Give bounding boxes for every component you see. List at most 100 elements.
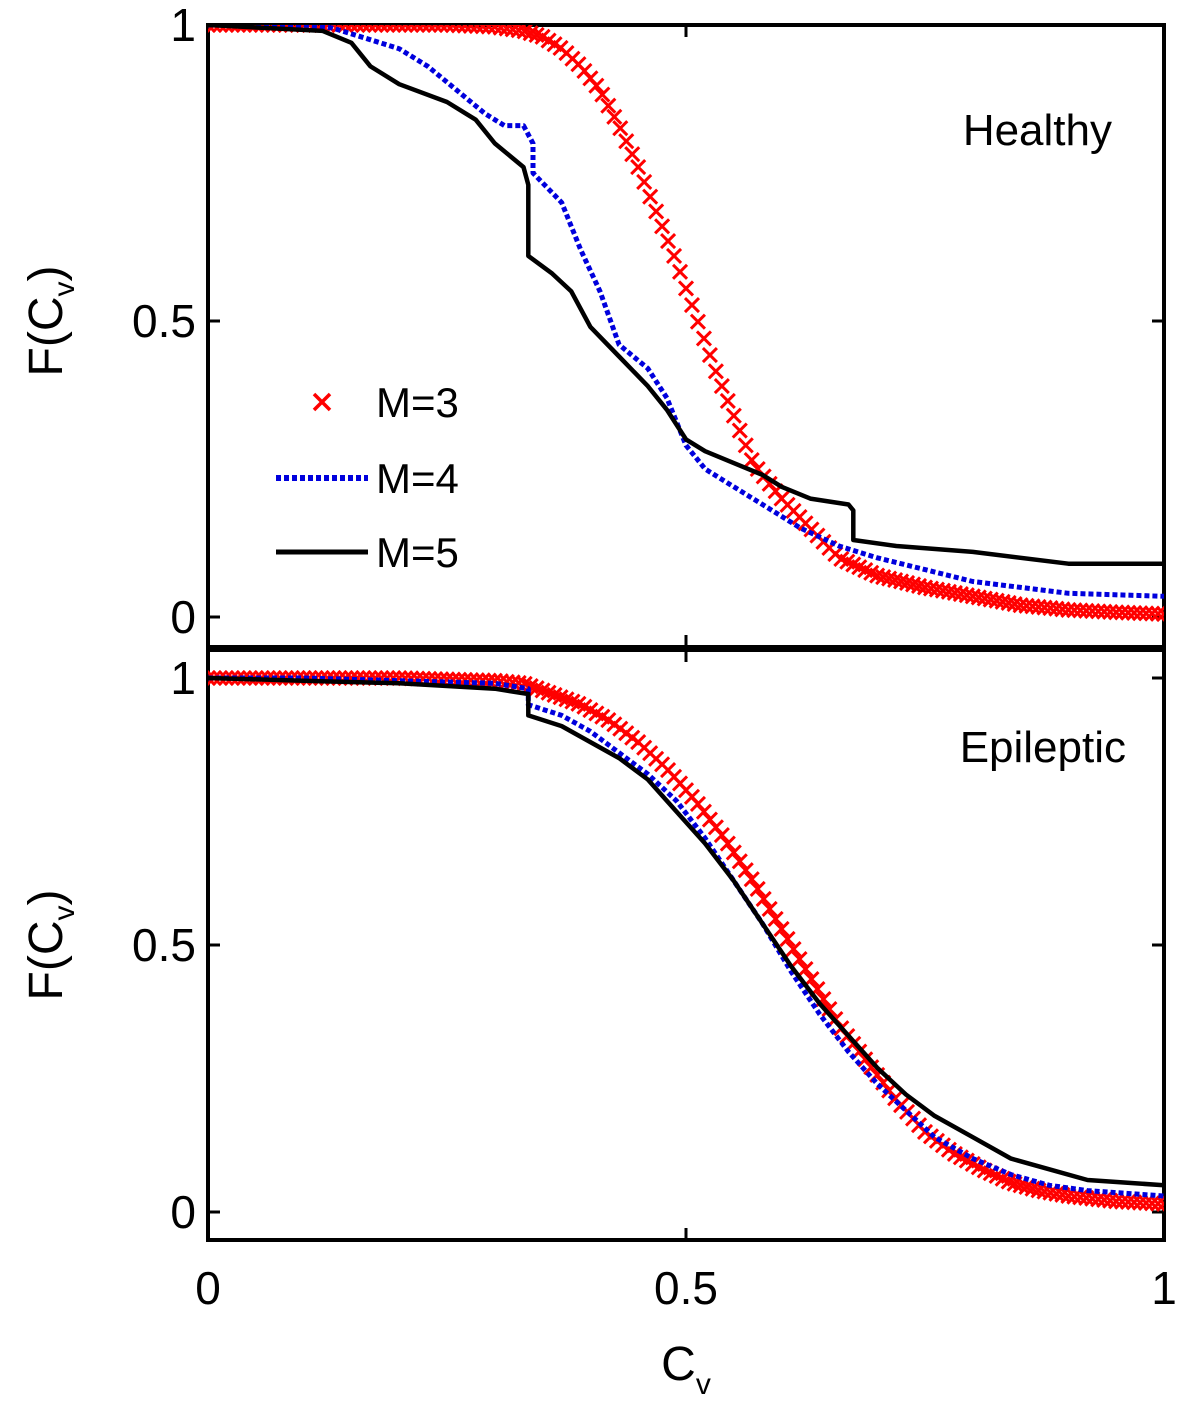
data-point (916, 579, 934, 596)
data-point (1000, 594, 1017, 612)
data-point (208, 25, 223, 34)
y-tick-label: 1 (170, 0, 196, 51)
data-point (731, 853, 748, 870)
data-point (241, 25, 258, 34)
data-point (415, 25, 432, 34)
data-point (737, 437, 754, 454)
data-point (510, 25, 527, 39)
data-point (618, 133, 635, 150)
panel-label: Epileptic (960, 723, 1126, 772)
data-point (235, 25, 252, 34)
data-point (1155, 1195, 1164, 1213)
data-point (636, 173, 653, 190)
data-point (208, 669, 217, 687)
data-point (982, 591, 999, 608)
panel-healthy: 0 0.5 1 F(Cv) Healthy M=3 M=4 M=5 (20, 0, 1166, 649)
data-point (654, 218, 671, 235)
data-point (462, 25, 479, 34)
data-point (450, 25, 468, 34)
data-point (994, 593, 1011, 610)
y-axis-label: F(Cv) (20, 266, 81, 377)
data-point (1120, 604, 1137, 621)
series-M5-line (208, 675, 1164, 1188)
data-point (612, 120, 629, 137)
y-tick-label: 0 (170, 591, 196, 643)
data-point (958, 587, 975, 604)
series-group (208, 669, 1164, 1213)
data-point (432, 25, 450, 34)
data-point (660, 233, 677, 250)
data-point (648, 203, 665, 220)
data-point (379, 25, 396, 34)
data-point (1114, 604, 1131, 621)
data-point (988, 592, 1005, 609)
data-point (474, 672, 491, 689)
data-point (456, 25, 473, 34)
data-point (223, 25, 240, 34)
data-point (504, 25, 521, 38)
data-point (1138, 605, 1155, 622)
data-point (713, 827, 730, 844)
x-tick-label: 0 (195, 1262, 221, 1314)
data-point (385, 25, 402, 34)
data-point (719, 392, 736, 409)
data-point (486, 25, 503, 35)
data-point (1048, 1185, 1065, 1202)
data-point (689, 313, 707, 330)
data-point (934, 582, 951, 599)
data-point (211, 25, 229, 34)
x-axis-label: Cv (661, 1338, 711, 1401)
legend-entry-M5: M=5 (276, 529, 459, 576)
legend-entry-M3: M=3 (312, 379, 459, 426)
data-point (1126, 604, 1143, 621)
panel-epileptic: 0 0.5 1 0 0.5 1 Cv F(Cv) Epileptic (20, 648, 1177, 1401)
data-point (1132, 605, 1149, 622)
data-point (630, 159, 647, 176)
data-point (797, 960, 814, 978)
legend: M=3 M=4 M=5 (276, 379, 459, 576)
data-point (1143, 605, 1161, 622)
data-point (468, 25, 485, 35)
series-M4-line (208, 675, 1164, 1199)
data-point (719, 835, 736, 852)
y-axis-label: F(Cv) (20, 890, 81, 1001)
data-point (588, 77, 605, 94)
data-point (492, 25, 509, 36)
data-point (671, 263, 689, 280)
data-point (480, 25, 497, 35)
y-tick-label: 0.5 (132, 295, 196, 347)
data-point (474, 25, 491, 35)
data-point (976, 590, 993, 607)
series-M5-line (208, 25, 1164, 566)
data-point (373, 25, 390, 34)
data-point (683, 297, 701, 314)
series-M3-markers (208, 669, 1164, 1213)
data-point (594, 86, 611, 103)
data-point (737, 862, 754, 879)
data-point (665, 247, 683, 264)
data-point (337, 25, 354, 34)
data-point (952, 585, 969, 603)
data-point (677, 280, 695, 297)
data-point (361, 25, 378, 34)
data-point (940, 583, 957, 600)
data-point (731, 422, 748, 439)
data-point (725, 844, 742, 861)
data-point (821, 1001, 838, 1018)
data-point (1155, 605, 1164, 623)
data-point (922, 580, 940, 597)
data-point (695, 330, 712, 347)
data-point (1108, 604, 1125, 621)
legend-label: M=4 (376, 455, 459, 502)
data-point (701, 346, 718, 364)
legend-entry-M4: M=4 (276, 455, 459, 502)
data-point (600, 97, 617, 114)
data-point (725, 407, 742, 424)
data-point (713, 378, 730, 395)
data-point (1149, 1195, 1164, 1212)
data-point (773, 920, 790, 938)
panel-label: Healthy (963, 106, 1112, 155)
x-tick-label: 1 (1151, 1262, 1177, 1314)
data-point (749, 880, 766, 897)
